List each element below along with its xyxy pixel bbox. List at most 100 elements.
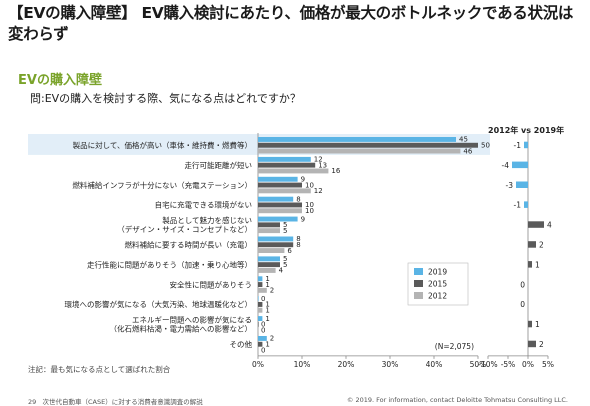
sample-size-note: (N=2,075) — [435, 342, 474, 351]
data-label: 45 — [459, 136, 468, 144]
change-bar — [528, 320, 532, 328]
change-bar — [524, 201, 528, 208]
change-label: -1 — [514, 141, 522, 150]
data-label: 1 — [265, 341, 269, 349]
category-label: 自宅に充電できる環境がない — [155, 200, 252, 210]
data-label: 13 — [318, 161, 327, 169]
x-tick-label: 20% — [338, 360, 355, 369]
data-label: 4 — [279, 267, 284, 275]
change-label: 2 — [539, 340, 544, 349]
data-label: 12 — [314, 187, 323, 195]
data-label: 50 — [481, 142, 490, 150]
data-label: 9 — [301, 215, 305, 223]
bar-2019 — [258, 196, 294, 202]
data-label: 2 — [270, 287, 274, 295]
x-tick-label: 10% — [294, 360, 311, 369]
bar-2012 — [258, 248, 285, 253]
bar-2015 — [258, 282, 263, 287]
bar-2012 — [258, 268, 276, 273]
bar-2019 — [258, 336, 267, 341]
x-tick-label: 50% — [470, 360, 487, 369]
bar-2015 — [258, 142, 478, 148]
change-label: 0 — [520, 300, 525, 309]
bar-2019 — [258, 216, 298, 222]
x-tick-label: 40% — [426, 360, 443, 369]
legend-swatch — [414, 268, 423, 275]
change-bar — [528, 241, 536, 248]
copyright: © 2019. For information, contact Deloitt… — [346, 396, 568, 404]
change-label: -1 — [514, 201, 522, 210]
change-tick-label: 5% — [542, 360, 554, 369]
page-number: 29 — [28, 398, 37, 406]
bar-2012 — [258, 287, 267, 293]
data-label: 8 — [296, 195, 300, 203]
category-label: 安全性に問題がありそう — [170, 279, 253, 289]
category-label: 環境への影響が気になる（大気汚染、地球温暖化など） — [65, 299, 253, 309]
data-label: 5 — [283, 227, 287, 235]
legend-label: 2015 — [428, 280, 447, 289]
change-label: 4 — [547, 221, 552, 230]
category-label: 走行可能距離が短い — [185, 160, 253, 170]
bar-2015 — [258, 341, 263, 347]
bar-2019 — [258, 236, 294, 242]
bar-2012 — [258, 208, 302, 214]
bar-2015 — [258, 302, 263, 307]
data-label: 0 — [261, 321, 265, 329]
data-label: 1 — [265, 301, 269, 309]
bar-2019 — [258, 316, 263, 321]
change-tick-label: -5% — [501, 360, 516, 369]
data-label: 10 — [305, 181, 314, 189]
change-bar — [512, 161, 528, 169]
survey-question: 問:EVの購入を検討する際、気になる点はどれですか？ — [30, 92, 301, 105]
data-label: 1 — [265, 315, 269, 323]
data-label: 5 — [283, 255, 287, 263]
category-label: 燃料補給に要する時間が長い（充電） — [125, 239, 253, 249]
bar-2012 — [258, 148, 461, 154]
data-label: 10 — [305, 207, 314, 215]
change-label: 1 — [535, 320, 540, 329]
data-label: 10 — [305, 201, 314, 209]
data-label: 0 — [261, 346, 265, 354]
change-bar — [524, 141, 528, 149]
data-label: 2 — [270, 335, 274, 343]
category-label: （化石燃料枯渇・電力需給への影響など） — [110, 324, 253, 334]
change-tick-label: -10% — [478, 360, 497, 369]
bar-2015 — [258, 242, 294, 248]
bar-2015 — [258, 321, 259, 327]
change-bar — [516, 181, 528, 188]
change-bar — [528, 261, 532, 268]
bar-2012 — [258, 347, 259, 353]
data-label: 8 — [296, 241, 300, 249]
document-title: 次世代自動車（CASE）に対する消費者意識調査の解説 — [42, 398, 203, 406]
data-label: 8 — [296, 235, 300, 243]
bar-2012 — [258, 168, 329, 174]
legend-swatch — [414, 280, 423, 287]
section-title: EVの購入障壁 — [18, 73, 102, 88]
page-title: 【EVの購入障壁】 EV購入検討にあたり、価格が最大のボトルネックである状況は変… — [8, 4, 574, 43]
change-tick-label: 0% — [522, 360, 534, 369]
change-label: -4 — [502, 161, 510, 170]
change-bar — [528, 221, 544, 228]
bar-2019 — [258, 137, 456, 142]
change-panel-title: 2012年 vs 2019年 — [488, 126, 565, 135]
legend-swatch — [414, 292, 423, 299]
change-label: 2 — [539, 240, 544, 249]
category-label: 製品に対して、価格が高い（車体・維持費・燃費等） — [73, 140, 252, 150]
bar-2015 — [258, 222, 280, 228]
change-label: 1 — [535, 260, 540, 269]
footnote: 注記：最も気になる点として選ばれた割合 — [28, 365, 171, 374]
data-label: 12 — [314, 156, 323, 164]
bar-2019 — [258, 296, 259, 302]
data-label: 46 — [463, 147, 472, 155]
data-label: 1 — [265, 275, 269, 283]
bar-2012 — [258, 327, 259, 333]
data-label: 16 — [331, 167, 340, 175]
data-label: 0 — [261, 326, 265, 334]
data-label: 9 — [301, 176, 305, 184]
bar-2012 — [258, 307, 263, 313]
legend-label: 2012 — [428, 292, 447, 301]
data-label: 1 — [265, 307, 269, 315]
bar-2012 — [258, 188, 311, 194]
category-label: エネルギー問題への影響が気になる — [132, 315, 252, 325]
bar-2015 — [258, 182, 302, 188]
